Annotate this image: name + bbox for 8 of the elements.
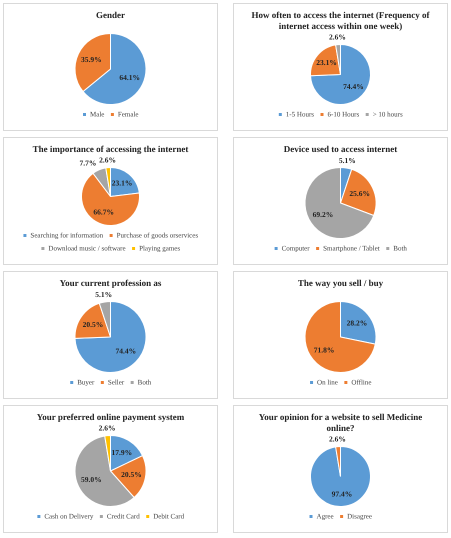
chart-title: Your preferred online payment system <box>36 411 186 423</box>
chart-title: Device used to access internet <box>282 143 398 155</box>
chart-title: How often to access the internet (Frequency of internet access within one week) <box>250 9 431 32</box>
chart-title: Your opinion for a website to sell Medicine online? <box>258 411 424 434</box>
chart-title: Your current profession as <box>58 277 162 289</box>
chart-title: The importance of accessing the internet <box>32 143 190 155</box>
chart-title: The way you sell / buy <box>296 277 384 289</box>
chart-title: Gender <box>95 9 126 21</box>
